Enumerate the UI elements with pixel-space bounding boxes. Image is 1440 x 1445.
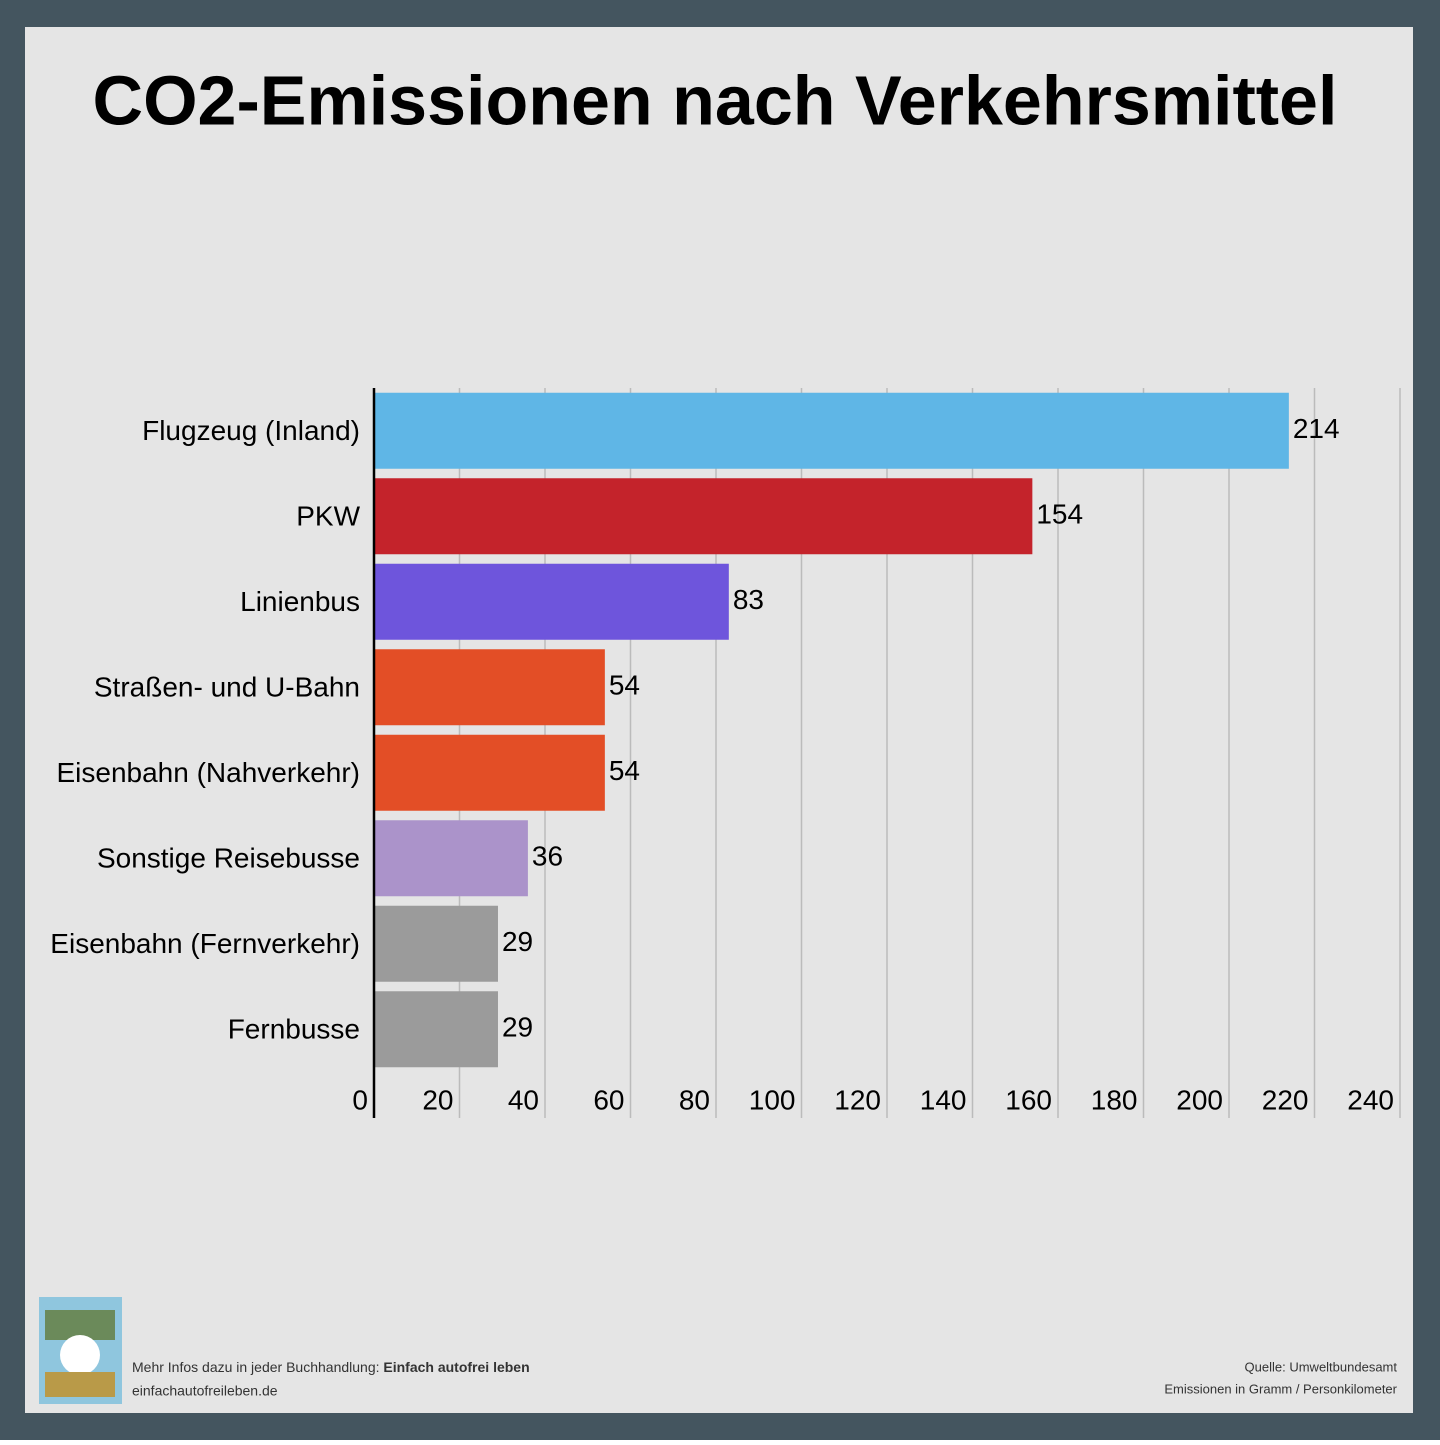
footer-book: Einfach autofrei leben [383,1359,529,1375]
x-tick-label: 0 [352,1084,368,1115]
value-label: 214 [1293,413,1340,444]
bar [374,820,528,897]
bar [374,478,1033,555]
x-tick-label: 60 [593,1084,624,1115]
chart-title: CO2-Emissionen nach Verkehrsmittel [93,61,1338,139]
value-label: 29 [502,1012,533,1043]
bar [374,905,498,982]
value-label: 54 [609,755,640,786]
bar [374,563,729,640]
bar [374,734,605,811]
x-tick-label: 140 [920,1084,967,1115]
y-tick-label: Straßen- und U-Bahn [94,672,360,703]
x-tick-label: 240 [1347,1084,1394,1115]
footer-url: einfachautofreileben.de [132,1383,278,1399]
footer-source: Quelle: Umweltbundesamt [1245,1359,1398,1374]
bar [374,991,498,1068]
x-tick-label: 100 [749,1084,796,1115]
x-tick-label: 220 [1262,1084,1309,1115]
value-label: 154 [1036,499,1083,530]
y-tick-label: Eisenbahn (Fernverkehr) [50,928,360,959]
value-label: 54 [609,670,640,701]
x-tick-label: 20 [422,1084,453,1115]
footer-unit: Emissionen in Gramm / Personkilometer [1164,1381,1397,1396]
y-tick-label: Eisenbahn (Nahverkehr) [57,757,361,788]
book-cover [39,1297,122,1404]
y-tick-label: Sonstige Reisebusse [97,843,360,874]
x-tick-label: 120 [834,1084,881,1115]
x-tick-label: 200 [1176,1084,1223,1115]
x-tick-label: 40 [508,1084,539,1115]
value-label: 83 [733,584,764,615]
y-tick-label: Linienbus [240,586,360,617]
x-tick-label: 80 [679,1084,710,1115]
bar [374,392,1289,469]
y-tick-label: Flugzeug (Inland) [142,415,360,446]
panel [25,27,1413,1413]
value-label: 36 [532,841,563,872]
footer-prefix: Mehr Infos dazu in jeder Buchhandlung: [132,1359,380,1375]
x-tick-label: 160 [1005,1084,1052,1115]
x-tick-label: 180 [1091,1084,1138,1115]
y-tick-label: PKW [296,501,360,532]
bar [374,649,605,726]
footer-info: Mehr Infos dazu in jeder Buchhandlung: E… [132,1359,530,1375]
y-tick-label: Fernbusse [228,1014,360,1045]
value-label: 29 [502,926,533,957]
